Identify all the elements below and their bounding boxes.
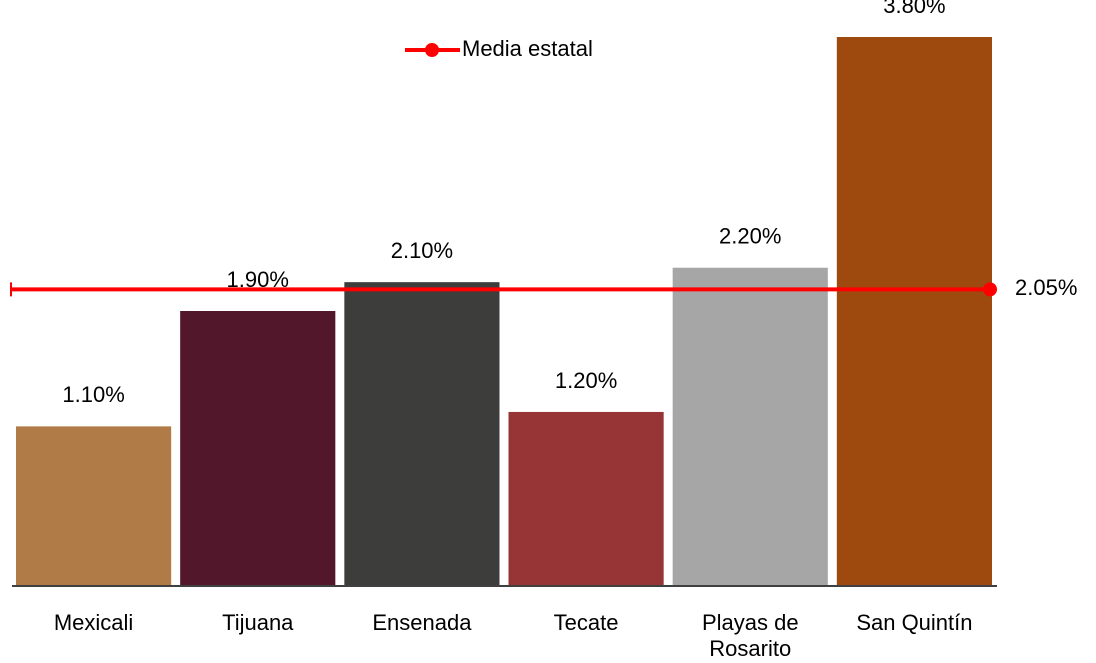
x-tick-label: Playas de Rosarito	[701, 610, 799, 661]
bar	[344, 282, 500, 585]
x-tick-label: Ensenada	[372, 610, 472, 635]
x-tick-label: Tecate	[553, 610, 619, 635]
x-tick-label: Tijuana	[222, 610, 294, 635]
value-label: 2.20%	[719, 224, 781, 249]
x-tick-label: San Quintín	[856, 610, 973, 635]
x-tick-label: Mexicali	[53, 610, 134, 635]
value-label: 1.10%	[62, 382, 124, 407]
reference-marker	[983, 282, 997, 297]
bar	[508, 411, 664, 585]
legend-label: Media estatal	[462, 36, 593, 61]
reference-label: 2.05%	[1015, 275, 1077, 300]
bar	[16, 426, 172, 585]
bar	[836, 37, 992, 585]
bar	[180, 311, 336, 585]
bar	[672, 267, 828, 585]
value-label: 1.20%	[555, 368, 617, 393]
value-label: 3.80%	[883, 0, 945, 18]
value-label: 2.10%	[391, 238, 453, 263]
legend-marker	[425, 43, 439, 57]
